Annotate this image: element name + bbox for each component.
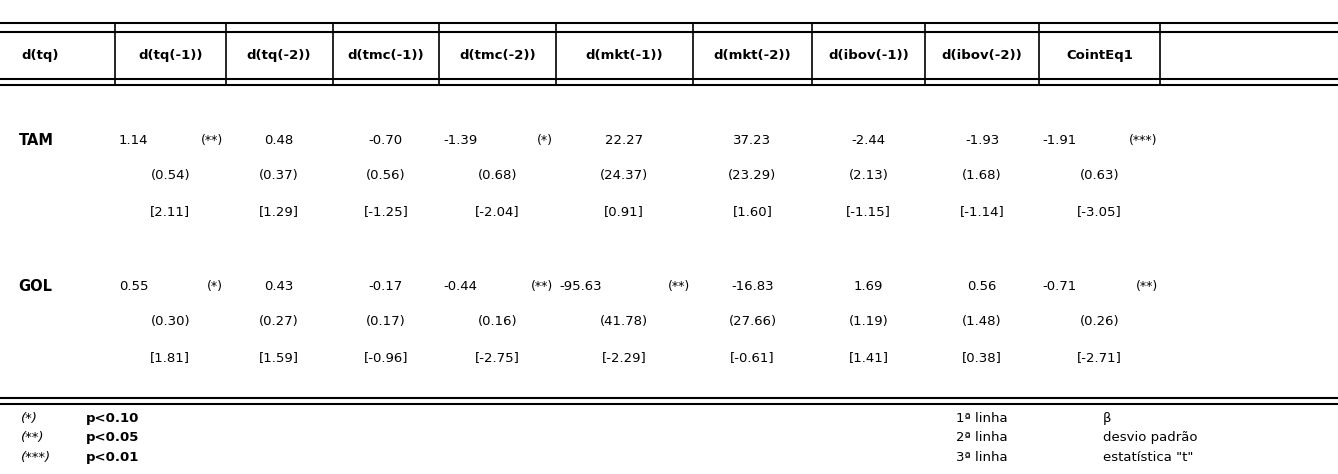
Text: (*): (*) [207,280,223,293]
Text: -1.39: -1.39 [443,134,478,147]
Text: desvio padrão: desvio padrão [1103,431,1198,444]
Text: [-2.29]: [-2.29] [602,351,646,364]
Text: (0.56): (0.56) [367,169,405,182]
Text: (***): (***) [1129,134,1157,147]
Text: (2.13): (2.13) [848,169,888,182]
Text: -0.44: -0.44 [443,280,478,293]
Text: p<0.05: p<0.05 [86,431,139,444]
Text: d(tmc(-1)): d(tmc(-1)) [348,49,424,62]
Text: d(mkt(-2)): d(mkt(-2)) [713,49,791,62]
Text: (0.16): (0.16) [478,315,518,328]
Text: -0.70: -0.70 [369,134,403,147]
Text: [0.91]: [0.91] [605,205,644,218]
Text: [1.81]: [1.81] [150,351,190,364]
Text: (23.29): (23.29) [728,169,776,182]
Text: 37.23: 37.23 [733,134,772,147]
Text: [-0.61]: [-0.61] [731,351,775,364]
Text: [-0.96]: [-0.96] [364,351,408,364]
Text: (41.78): (41.78) [601,315,649,328]
Text: -1.91: -1.91 [1042,134,1077,147]
Text: [1.29]: [1.29] [260,205,300,218]
Text: (*): (*) [21,412,39,425]
Text: (0.68): (0.68) [478,169,518,182]
Text: d(ibov(-2)): d(ibov(-2)) [942,49,1022,62]
Text: [-2.71]: [-2.71] [1077,351,1123,364]
Text: 22.27: 22.27 [605,134,644,147]
Text: [-1.15]: [-1.15] [846,205,891,218]
Text: [1.60]: [1.60] [732,205,772,218]
Text: (*): (*) [537,134,553,147]
Text: 3ª linha: 3ª linha [957,451,1008,464]
Text: d(tq): d(tq) [21,49,59,62]
Text: 2ª linha: 2ª linha [957,431,1008,444]
Text: (**): (**) [1136,280,1157,293]
Text: (**): (**) [531,280,553,293]
Text: (0.26): (0.26) [1080,315,1120,328]
Text: (1.19): (1.19) [848,315,888,328]
Text: d(ibov(-1)): d(ibov(-1)) [828,49,909,62]
Text: [1.59]: [1.59] [260,351,300,364]
Text: [2.11]: [2.11] [150,205,190,218]
Text: [1.41]: [1.41] [848,351,888,364]
Text: (1.68): (1.68) [962,169,1002,182]
Text: -2.44: -2.44 [851,134,886,147]
Text: CointEq1: CointEq1 [1066,49,1133,62]
Text: [-3.05]: [-3.05] [1077,205,1123,218]
Text: (**): (**) [21,431,45,444]
Text: [-2.75]: [-2.75] [475,351,520,364]
Text: (0.63): (0.63) [1080,169,1120,182]
Text: (0.17): (0.17) [367,315,405,328]
Text: d(tq(-1)): d(tq(-1)) [138,49,202,62]
Text: (**): (**) [668,280,690,293]
Text: [-1.25]: [-1.25] [364,205,408,218]
Text: (27.66): (27.66) [728,315,776,328]
Text: 0.55: 0.55 [119,280,149,293]
Text: -0.71: -0.71 [1042,280,1077,293]
Text: (**): (**) [201,134,223,147]
Text: 0.48: 0.48 [265,134,294,147]
Text: [-1.14]: [-1.14] [959,205,1005,218]
Text: 1.14: 1.14 [119,134,149,147]
Text: 1ª linha: 1ª linha [957,412,1008,425]
Text: 0.43: 0.43 [265,280,294,293]
Text: p<0.10: p<0.10 [86,412,139,425]
Text: d(mkt(-1)): d(mkt(-1)) [586,49,664,62]
Text: TAM: TAM [19,133,54,148]
Text: (1.48): (1.48) [962,315,1002,328]
Text: 1.69: 1.69 [854,280,883,293]
Text: estatística "t": estatística "t" [1103,451,1193,464]
Text: -16.83: -16.83 [731,280,773,293]
Text: -95.63: -95.63 [559,280,602,293]
Text: GOL: GOL [19,279,52,294]
Text: (***): (***) [21,451,52,464]
Text: (0.30): (0.30) [150,315,190,328]
Text: (0.54): (0.54) [150,169,190,182]
Text: [-2.04]: [-2.04] [475,205,519,218]
Text: (0.37): (0.37) [260,169,298,182]
Text: β: β [1103,412,1112,425]
Text: -0.17: -0.17 [369,280,403,293]
Text: (24.37): (24.37) [601,169,649,182]
Text: (0.27): (0.27) [260,315,298,328]
Text: d(tmc(-2)): d(tmc(-2)) [459,49,535,62]
Text: d(tq(-2)): d(tq(-2)) [248,49,312,62]
Text: [0.38]: [0.38] [962,351,1002,364]
Text: 0.56: 0.56 [967,280,997,293]
Text: p<0.01: p<0.01 [86,451,139,464]
Text: -1.93: -1.93 [965,134,999,147]
